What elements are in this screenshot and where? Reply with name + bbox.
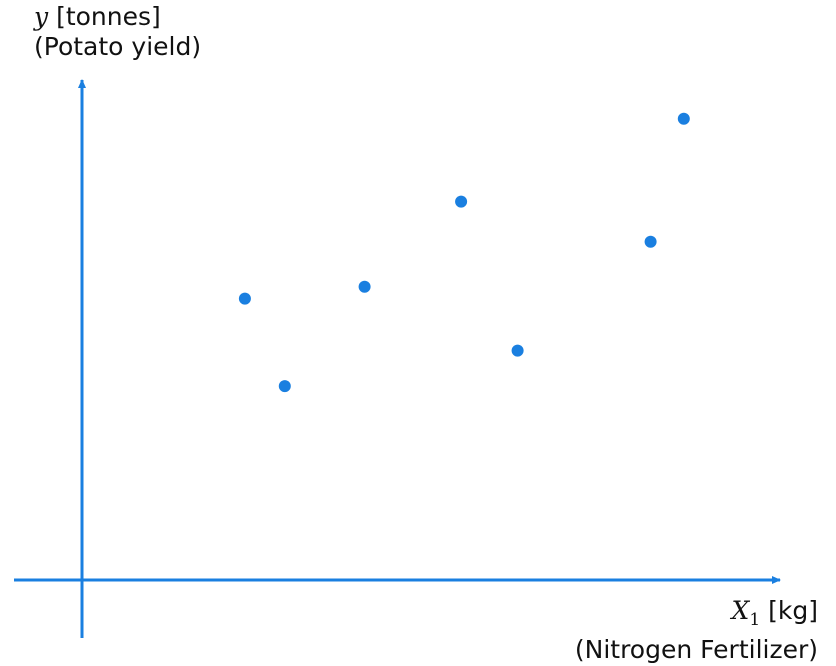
y-axis-label: y [tonnes] (Potato yield) xyxy=(34,2,201,62)
data-point-1 xyxy=(238,292,251,305)
data-point-5 xyxy=(511,344,524,357)
data-point-3 xyxy=(358,280,371,293)
y-axis-name: (Potato yield) xyxy=(34,32,202,61)
x-axis-unit: [kg] xyxy=(768,596,818,625)
y-axis-unit: [tonnes] xyxy=(56,2,161,31)
data-point-4 xyxy=(455,195,468,208)
data-point-2 xyxy=(278,380,291,393)
data-point-6 xyxy=(644,235,657,248)
x-axis-label: X1 [kg] (Nitrogen Fertilizer) xyxy=(575,596,818,665)
x-axis-name: (Nitrogen Fertilizer) xyxy=(574,635,818,664)
y-axis-symbol: y xyxy=(34,2,49,31)
data-point-7 xyxy=(677,112,690,125)
x-axis-subscript: 1 xyxy=(749,610,761,630)
data-points xyxy=(238,112,690,393)
x-axis-symbol: X xyxy=(731,596,750,625)
